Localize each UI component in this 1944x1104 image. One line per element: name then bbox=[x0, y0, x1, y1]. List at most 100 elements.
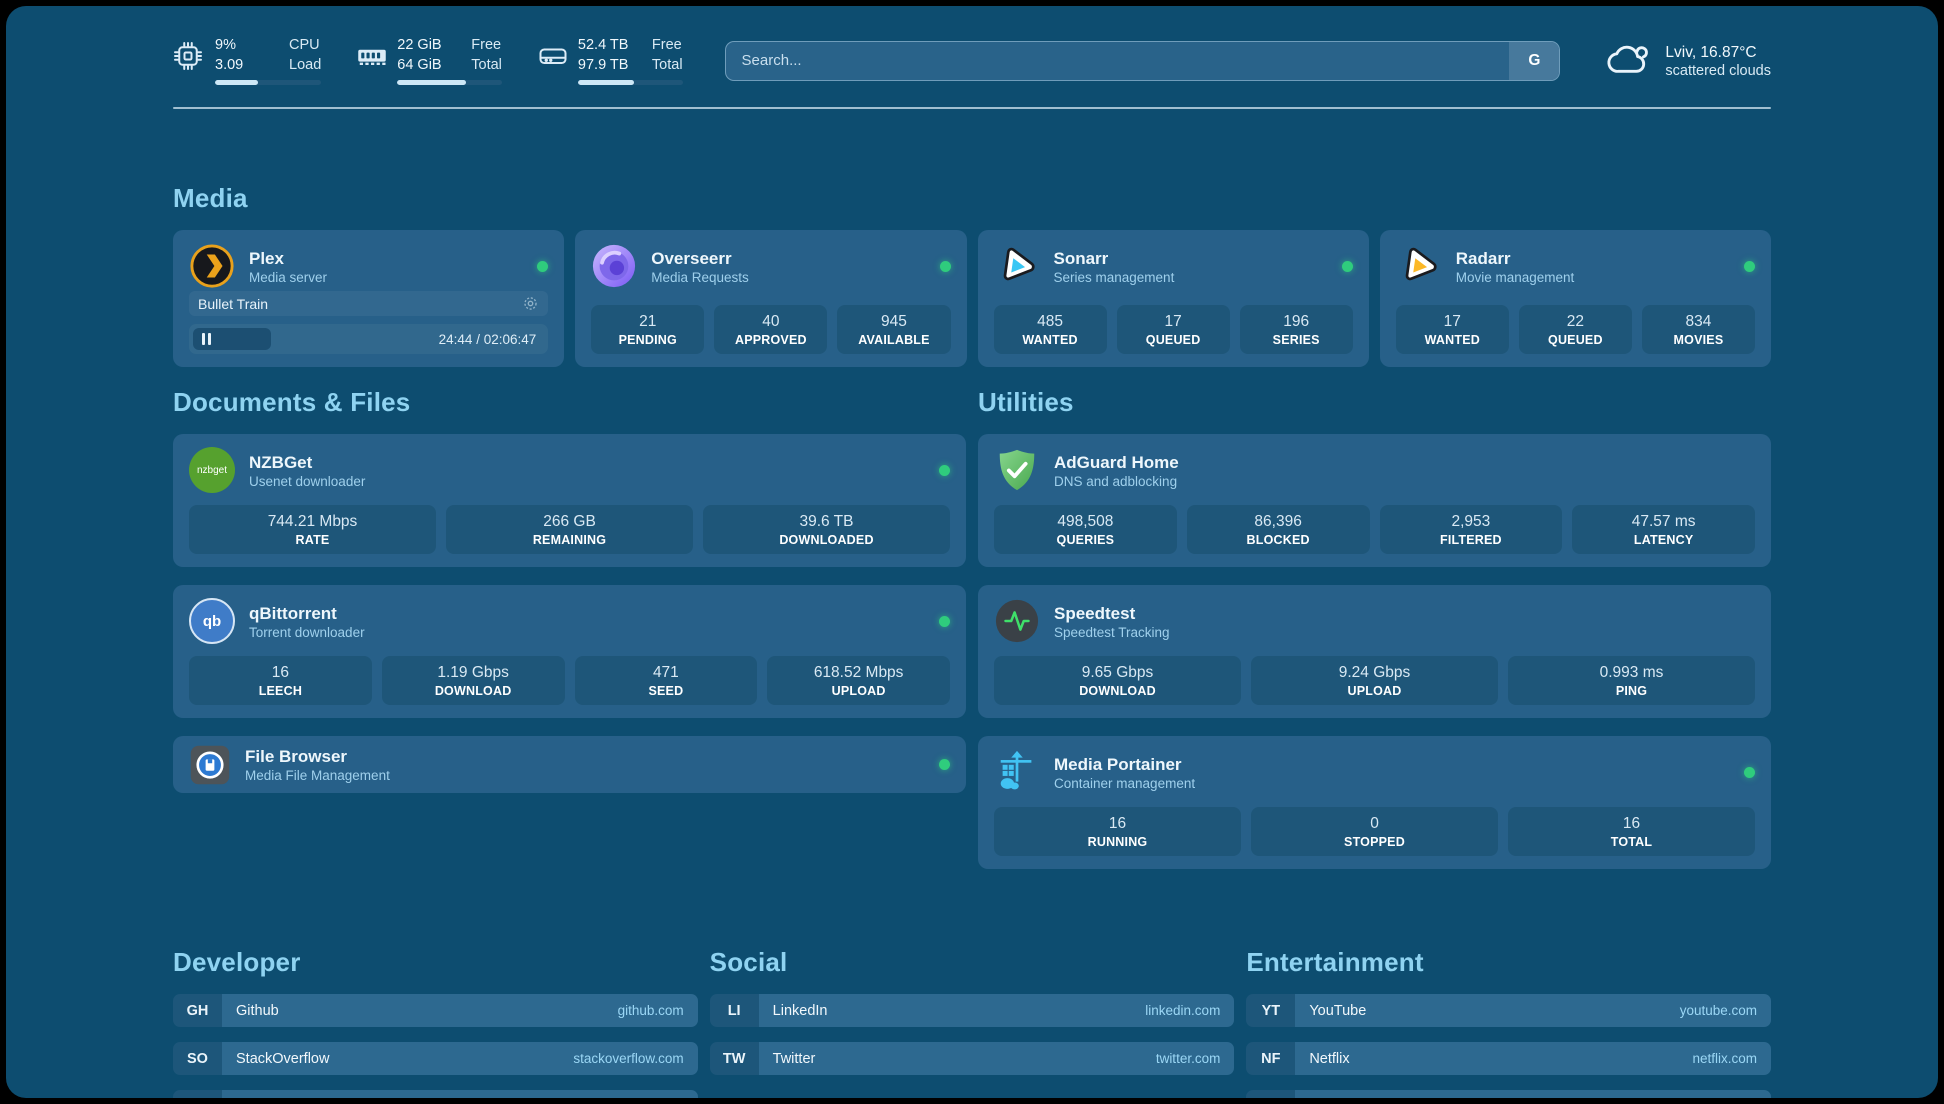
bookmark-group-developer: Developer GH Github github.com SO StackO… bbox=[173, 947, 698, 1098]
stat-remaining: 266 GB REMAINING bbox=[446, 505, 693, 555]
search-provider-button[interactable]: G bbox=[1509, 41, 1560, 80]
search-bar[interactable]: G bbox=[724, 40, 1561, 81]
bookmark-group-entertainment: Entertainment YT YouTube youtube.com NF … bbox=[1246, 947, 1771, 1098]
service-name: File Browser bbox=[245, 747, 348, 767]
service-card-plex[interactable]: Plex Media server Bullet Train 24 bbox=[173, 230, 565, 368]
playback-time: 24:44 / 02:06:47 bbox=[438, 331, 537, 347]
service-name: Plex bbox=[249, 248, 284, 268]
service-name: Radarr bbox=[1455, 248, 1511, 268]
stat-wanted: 485 WANTED bbox=[993, 305, 1107, 355]
service-card-overseerr[interactable]: Overseerr Media Requests 21 PENDING 40 A… bbox=[575, 230, 967, 368]
ram-icon bbox=[355, 41, 397, 71]
ram-free-value: 22 GiB bbox=[397, 37, 442, 53]
service-card-speedtest[interactable]: Speedtest Speedtest Tracking 9.65 Gbps D… bbox=[978, 585, 1771, 719]
stat-series: 196 SERIES bbox=[1239, 305, 1353, 355]
stat-stopped: 0 STOPPED bbox=[1251, 807, 1498, 857]
stat-queued: 22 QUEUED bbox=[1518, 305, 1632, 355]
media-player-bar[interactable]: 24:44 / 02:06:47 bbox=[189, 324, 549, 355]
section-title-utilities: Utilities bbox=[978, 387, 1074, 418]
bookmark-url: linkedin.com bbox=[1145, 1003, 1221, 1019]
media-card-grid: Plex Media server Bullet Train 24 bbox=[173, 230, 1771, 368]
service-name: Sonarr bbox=[1053, 248, 1109, 268]
stat-queued: 17 QUEUED bbox=[1116, 305, 1230, 355]
weather-location-temp: Lviv, 16.87°C bbox=[1665, 43, 1757, 61]
service-card-sonarr[interactable]: Sonarr Series management 485 WANTED 17 Q… bbox=[977, 230, 1369, 368]
cpu-usage-value: 9% bbox=[215, 37, 236, 53]
now-playing-row: Bullet Train bbox=[189, 291, 549, 317]
stat-blocked: 86,396 BLOCKED bbox=[1186, 505, 1370, 555]
service-description: Torrent downloader bbox=[249, 624, 365, 640]
stat-rate: 744.21 Mbps RATE bbox=[189, 505, 436, 555]
service-card-qbittorrent[interactable]: qb qBittorrent Torrent downloader 16 LEE… bbox=[173, 585, 966, 719]
bookmark-reddit[interactable]: RE Reddit reddit.com bbox=[1246, 1090, 1771, 1098]
service-card-filebrowser[interactable]: File Browser Media File Management bbox=[173, 736, 966, 794]
disk-total-value: 97.9 TB bbox=[577, 56, 629, 73]
bookmark-github[interactable]: GH Github github.com bbox=[173, 994, 698, 1028]
stat-downloaded: 39.6 TB DOWNLOADED bbox=[703, 505, 950, 555]
bookmark-abbr: GH bbox=[173, 994, 222, 1028]
service-name: Media Portainer bbox=[1054, 754, 1182, 774]
progress-pill bbox=[193, 328, 271, 351]
disk-usage-bar bbox=[577, 80, 683, 86]
now-playing-title: Bullet Train bbox=[198, 295, 269, 312]
service-description: Usenet downloader bbox=[249, 473, 366, 489]
status-dot bbox=[1744, 766, 1755, 778]
ram-free-label: Free bbox=[471, 37, 502, 53]
service-description: Series management bbox=[1053, 269, 1175, 285]
ram-total-value: 64 GiB bbox=[397, 56, 442, 73]
documents-column: Documents & Files nzbget NZBGet Usenet d… bbox=[173, 387, 966, 887]
bookmark-linkedin[interactable]: LI LinkedIn linkedin.com bbox=[709, 994, 1235, 1028]
service-description: Media Requests bbox=[651, 269, 749, 285]
stat-pending: 21 PENDING bbox=[591, 305, 705, 355]
stat-download: 1.19 Gbps DOWNLOAD bbox=[381, 656, 565, 706]
stat-wanted: 17 WANTED bbox=[1395, 305, 1509, 355]
bookmark-abbr: LI bbox=[709, 994, 759, 1028]
status-dot bbox=[1744, 260, 1755, 272]
weather-condition: scattered clouds bbox=[1665, 63, 1771, 80]
service-card-adguard[interactable]: AdGuard Home DNS and adblocking 498,508 … bbox=[978, 434, 1771, 568]
service-description: Media File Management bbox=[245, 768, 390, 784]
bookmark-name: Twitter bbox=[772, 1050, 816, 1067]
bookmark-name: Netflix bbox=[1309, 1050, 1350, 1067]
cpu-load-value: 3.09 bbox=[215, 56, 244, 73]
bookmark-netflix[interactable]: NF Netflix netflix.com bbox=[1246, 1042, 1771, 1076]
stat-queries: 498,508 QUERIES bbox=[994, 505, 1177, 555]
stat-ping: 0.993 ms PING bbox=[1508, 656, 1755, 706]
service-card-radarr[interactable]: Radarr Movie management 17 WANTED 22 QUE… bbox=[1379, 230, 1771, 368]
pause-icon[interactable] bbox=[202, 333, 211, 346]
cpu-usage-bar bbox=[215, 80, 322, 86]
system-stats: 9% 3.09 CPU Load bbox=[173, 36, 683, 86]
bookmark-youtube[interactable]: YT YouTube youtube.com bbox=[1246, 994, 1771, 1028]
cpu-usage-label: CPU bbox=[289, 37, 320, 53]
status-dot bbox=[1341, 260, 1353, 272]
bookmark-dev[interactable]: DT DEV dev.to bbox=[173, 1090, 698, 1098]
service-description: Movie management bbox=[1455, 269, 1575, 285]
section-title-documents: Documents & Files bbox=[173, 387, 411, 418]
qbittorrent-icon: qb bbox=[189, 598, 235, 645]
search-input[interactable] bbox=[725, 41, 1510, 80]
service-name: qBittorrent bbox=[249, 603, 337, 623]
cpu-stat-group: 9% 3.09 CPU Load bbox=[173, 36, 322, 86]
gear-icon[interactable] bbox=[522, 295, 539, 312]
service-description: Container management bbox=[1054, 775, 1196, 791]
bookmark-twitter[interactable]: TW Twitter twitter.com bbox=[709, 1042, 1235, 1076]
ram-total-label: Total bbox=[471, 56, 502, 73]
bookmark-name: Github bbox=[236, 1002, 279, 1019]
top-bar: 9% 3.09 CPU Load bbox=[173, 36, 1771, 86]
dashboard: 9% 3.09 CPU Load bbox=[6, 6, 1938, 1098]
service-card-portainer[interactable]: Media Portainer Container management 16 … bbox=[978, 736, 1771, 870]
portainer-icon bbox=[994, 749, 1040, 795]
ram-usage-bar bbox=[397, 80, 502, 86]
section-title-entertainment: Entertainment bbox=[1246, 947, 1424, 978]
service-card-nzbget[interactable]: nzbget NZBGet Usenet downloader 744.21 M… bbox=[173, 434, 966, 568]
stat-download: 9.65 Gbps DOWNLOAD bbox=[994, 656, 1241, 706]
bookmark-stackoverflow[interactable]: SO StackOverflow stackoverflow.com bbox=[173, 1042, 698, 1076]
bookmark-name: StackOverflow bbox=[236, 1050, 330, 1067]
section-title-media: Media bbox=[173, 183, 248, 214]
bookmark-url: twitter.com bbox=[1155, 1051, 1221, 1067]
overseerr-icon bbox=[591, 243, 637, 289]
sonarr-icon bbox=[994, 243, 1040, 289]
bookmark-url: youtube.com bbox=[1679, 1003, 1757, 1019]
bookmarks-section: Developer GH Github github.com SO StackO… bbox=[173, 947, 1771, 1098]
stat-approved: 40 APPROVED bbox=[714, 305, 828, 355]
